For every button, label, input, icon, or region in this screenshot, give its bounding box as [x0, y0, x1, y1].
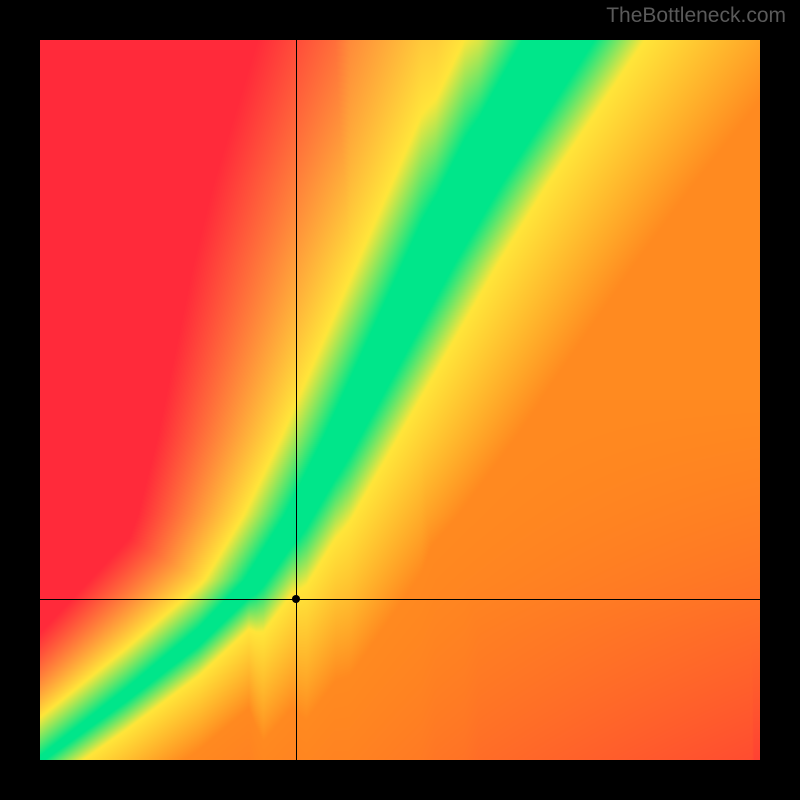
heatmap-canvas [40, 40, 760, 760]
crosshair-horizontal [40, 599, 760, 600]
crosshair-vertical [296, 40, 297, 760]
chart-container: TheBottleneck.com [0, 0, 800, 800]
crosshair-marker [292, 595, 300, 603]
heatmap-plot [40, 40, 760, 760]
watermark-text: TheBottleneck.com [606, 4, 786, 28]
